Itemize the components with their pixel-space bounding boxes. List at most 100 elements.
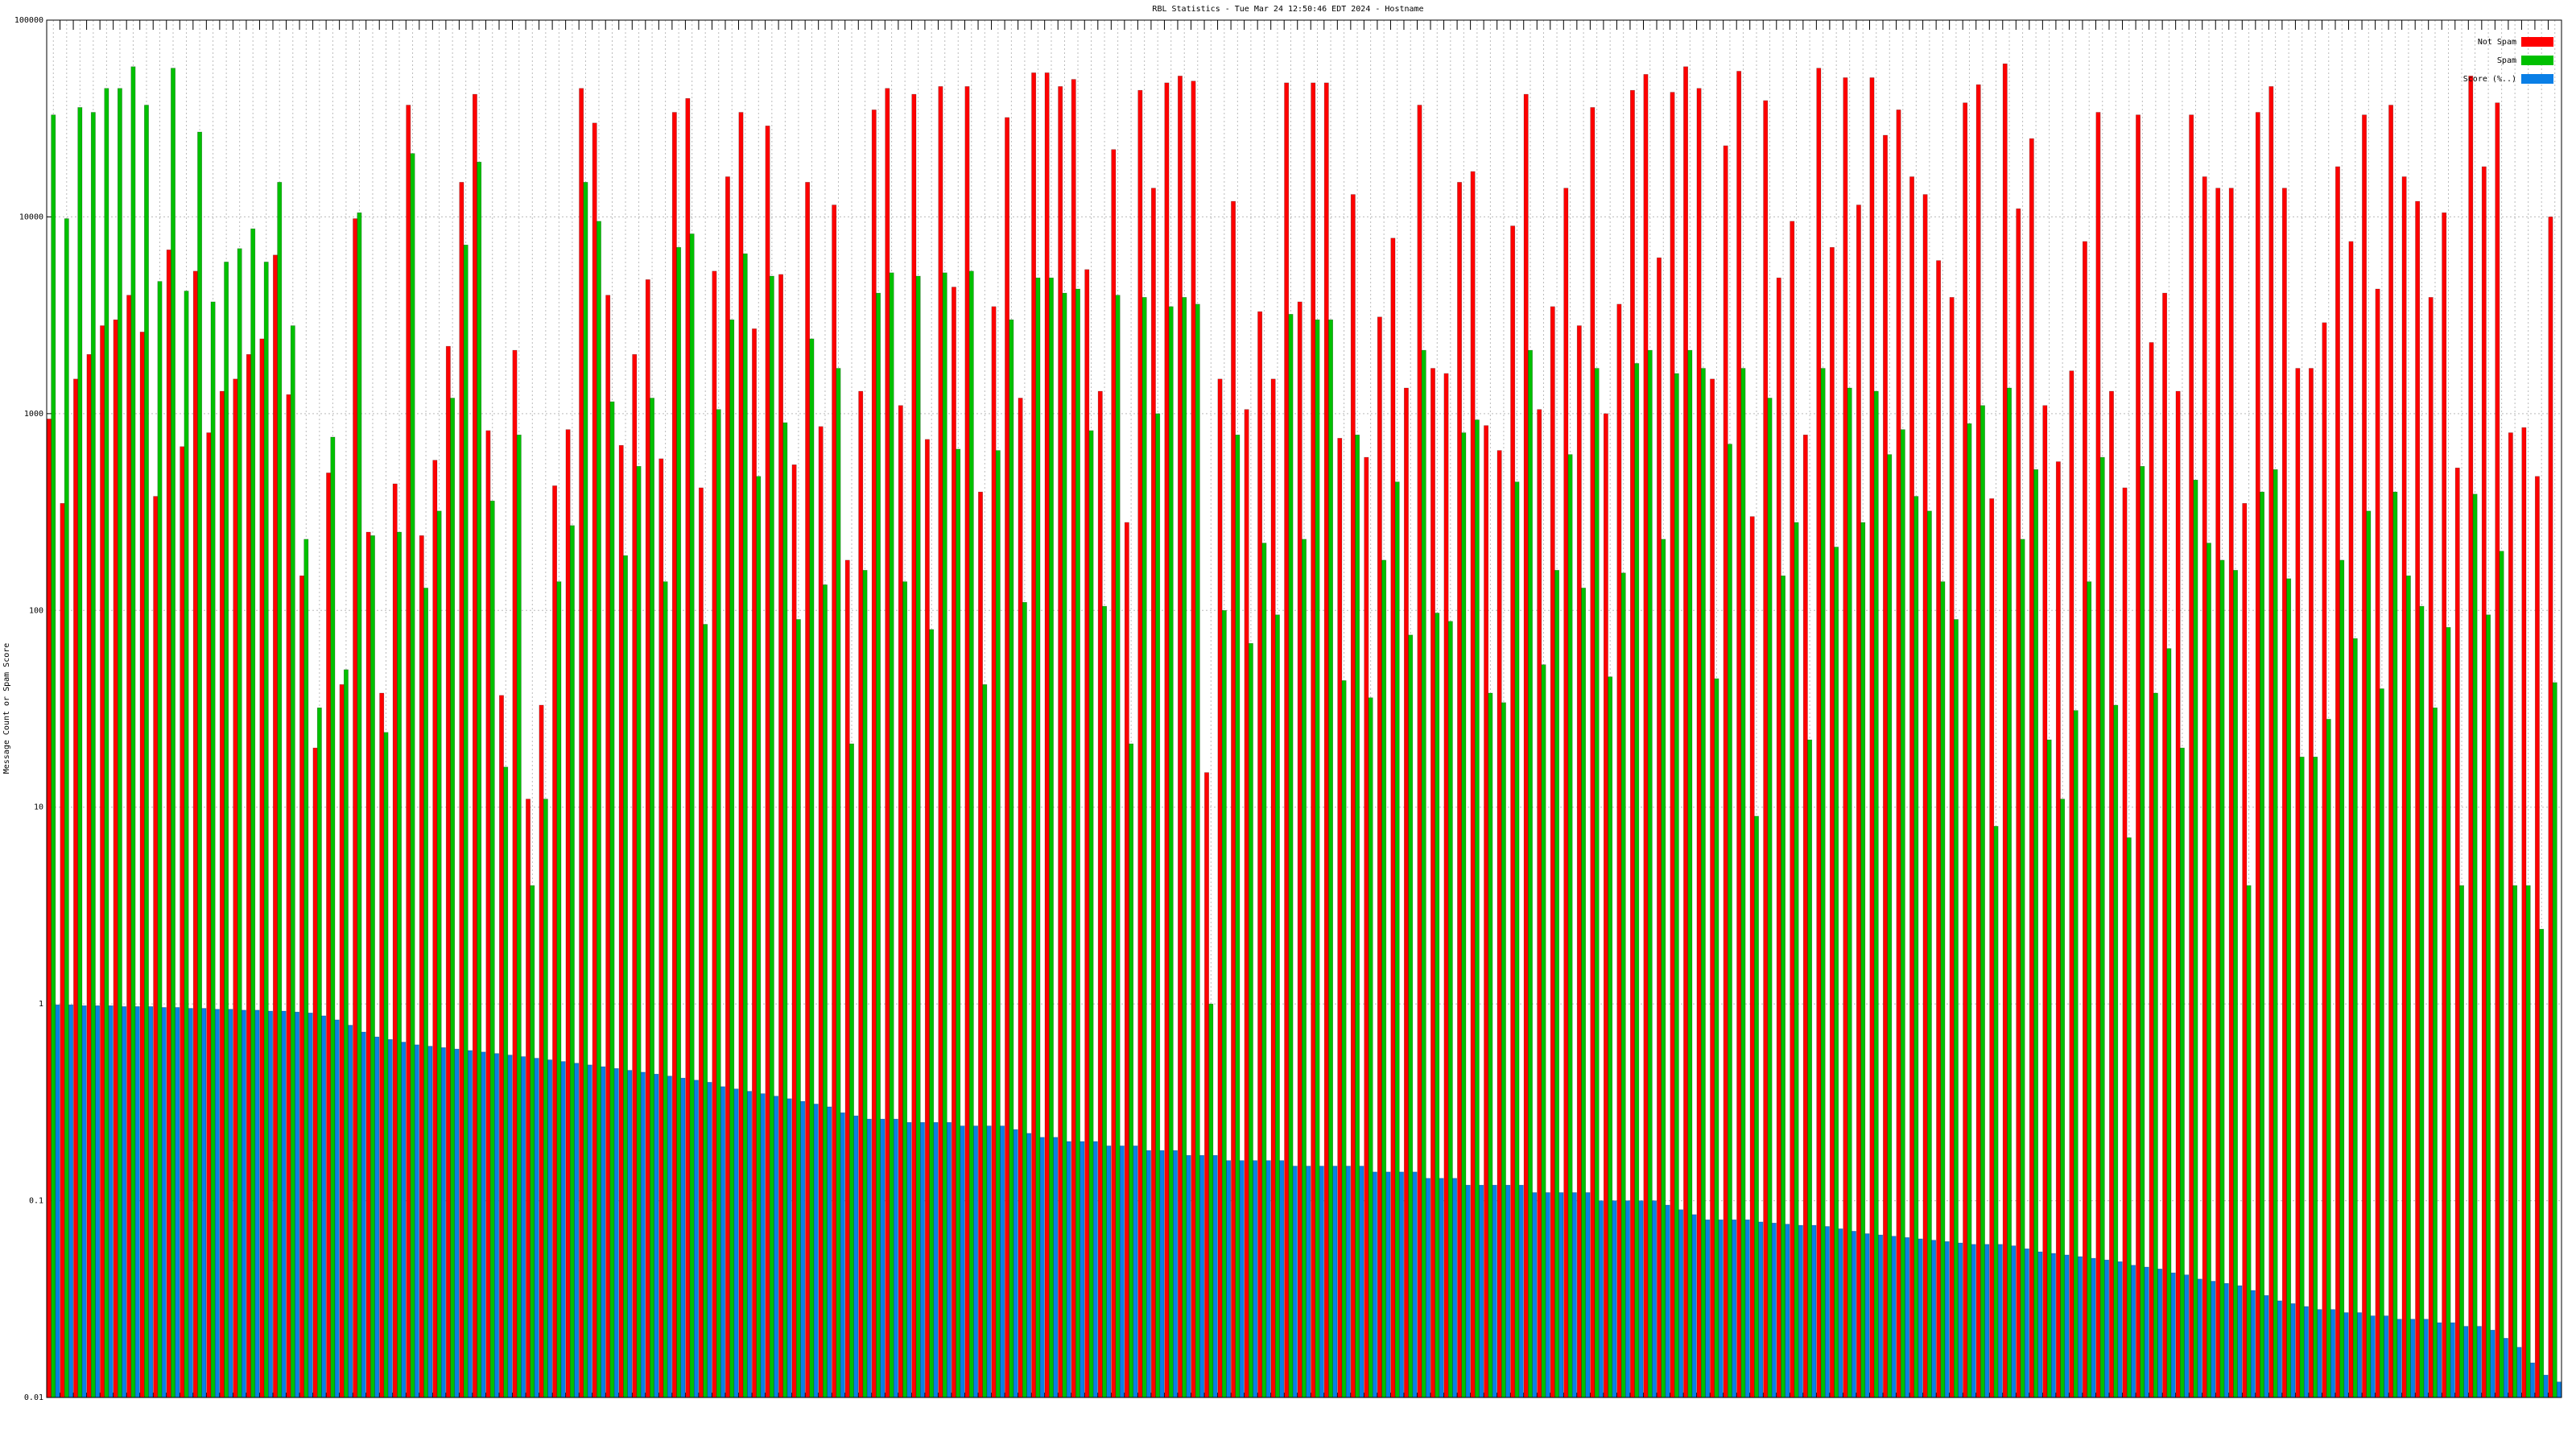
bar [2082, 241, 2087, 1398]
bar [507, 1055, 513, 1398]
bar [2317, 1309, 2322, 1398]
bar [348, 1025, 353, 1398]
bar [1345, 1166, 1351, 1398]
y-tick-label: 100 [29, 606, 43, 615]
bar [1311, 82, 1316, 1398]
bar [2126, 837, 2132, 1398]
bar [2454, 467, 2460, 1398]
bar [73, 378, 78, 1398]
bar [2539, 928, 2545, 1398]
bar [1018, 398, 1023, 1398]
bar [1164, 82, 1170, 1398]
bar [1417, 105, 1422, 1398]
bar [1963, 102, 1968, 1398]
y-tick-label: 100000 [14, 16, 43, 25]
bar [1537, 409, 1542, 1398]
bar [832, 204, 837, 1398]
bar [1620, 572, 1626, 1398]
bar [543, 799, 548, 1398]
bar [1435, 613, 1440, 1398]
bar [2073, 710, 2079, 1398]
bar [1975, 84, 1981, 1398]
bar [2011, 1245, 2017, 1398]
bar [782, 422, 788, 1398]
bar [1816, 68, 1822, 1398]
bar [1306, 1166, 1311, 1398]
y-tick-label: 0.01 [24, 1393, 43, 1402]
bar [1723, 145, 1728, 1398]
bar [2379, 688, 2384, 1398]
bar [1505, 1184, 1511, 1398]
bar [468, 1050, 473, 1398]
bar [2557, 1381, 2562, 1398]
bar [1265, 1160, 1271, 1398]
bar [157, 281, 163, 1398]
bar [1687, 349, 1693, 1398]
bar [827, 1106, 832, 1398]
bar [1798, 1224, 1803, 1398]
bar [685, 97, 691, 1398]
bar [1869, 77, 1875, 1398]
bar [1585, 1192, 1591, 1398]
bar [866, 1118, 872, 1398]
bar [1075, 288, 1080, 1398]
bar [1426, 1178, 1430, 1398]
bar [1843, 77, 1848, 1398]
bar [889, 272, 894, 1398]
bar [339, 684, 345, 1398]
legend-label: Score (%..) [2463, 75, 2516, 84]
bar [2202, 176, 2207, 1398]
bar [658, 458, 664, 1398]
bar [2384, 1315, 2389, 1398]
bar [1732, 1219, 1737, 1398]
bar [1616, 303, 1622, 1398]
bar [2197, 1278, 2202, 1398]
bar [1452, 1178, 1458, 1398]
bar [2273, 469, 2278, 1398]
bar [876, 292, 881, 1398]
bar [2335, 166, 2340, 1398]
y-tick-label: 1000 [24, 410, 43, 419]
bar [1811, 1224, 1817, 1398]
bar [2144, 1266, 2149, 1398]
bar [1926, 510, 1932, 1398]
bar [2486, 614, 2491, 1398]
bar [1022, 601, 1027, 1398]
bar [290, 325, 295, 1398]
bar [1971, 1244, 1976, 1398]
bar [2495, 102, 2500, 1398]
bar [1674, 373, 1679, 1398]
bar [2087, 581, 2092, 1398]
bar [2037, 1251, 2043, 1398]
bar [2078, 1256, 2083, 1398]
bar [1035, 277, 1041, 1398]
bar [1195, 303, 1200, 1398]
bar [1847, 387, 1852, 1398]
bar [1824, 1226, 1830, 1398]
bar [2233, 570, 2238, 1398]
bar [2295, 368, 2301, 1398]
bar [2189, 114, 2194, 1398]
bar [1763, 100, 1769, 1398]
bar [2512, 885, 2518, 1398]
bar [1710, 378, 1715, 1398]
bar [1554, 570, 1559, 1398]
bar [601, 1066, 606, 1398]
bar [392, 483, 398, 1398]
bar [627, 1070, 633, 1398]
bar [1860, 522, 1866, 1398]
bar [1279, 1160, 1285, 1398]
bar [1794, 522, 1799, 1398]
bar [330, 436, 336, 1398]
bar [849, 743, 854, 1398]
bar [228, 1009, 233, 1398]
bar [1328, 319, 1334, 1398]
bar [885, 88, 890, 1398]
bar [148, 1006, 154, 1398]
bar [503, 766, 509, 1398]
bar [2175, 390, 2181, 1398]
bar [2264, 1294, 2269, 1398]
bar [1257, 311, 1263, 1398]
bar [2299, 757, 2305, 1398]
bar [268, 1010, 273, 1398]
